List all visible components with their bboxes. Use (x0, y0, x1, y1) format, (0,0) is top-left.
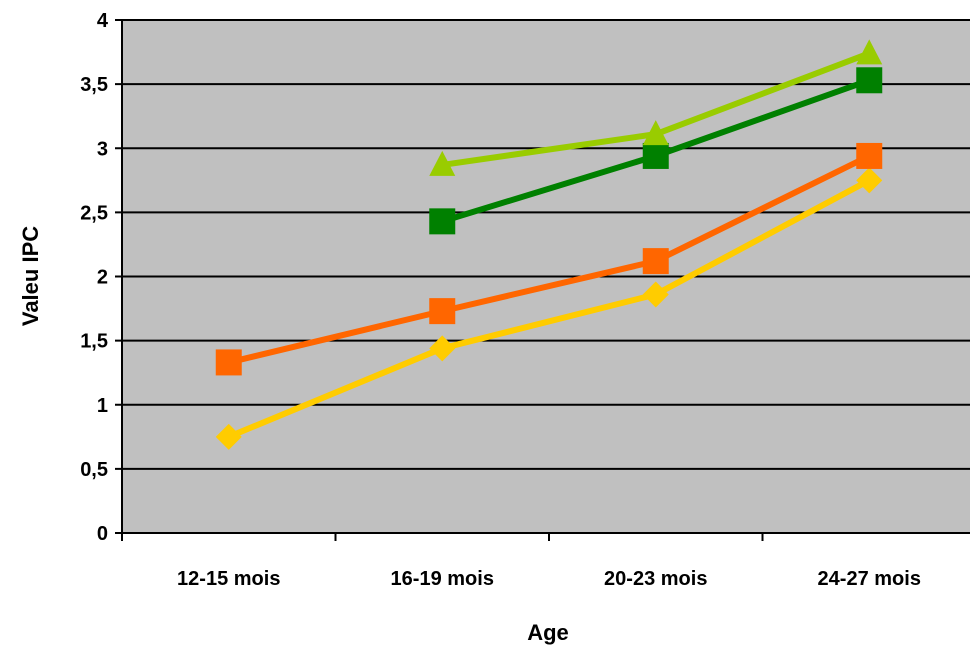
y-tick-label: 4 (97, 10, 109, 32)
x-tick-label: 20-23 mois (604, 568, 707, 590)
series-3-marker (642, 142, 669, 169)
series-2-marker (429, 298, 456, 325)
y-tick-labels: 0 0,5 1 1,5 2 2,5 3 3,5 4 (80, 10, 109, 545)
y-tick-label: 1,5 (80, 331, 108, 353)
y-tick-label: 1 (97, 395, 108, 417)
series-1-line (227, 177, 871, 440)
series-1-marker (215, 423, 242, 450)
y-tick-label: 2 (97, 267, 108, 289)
series-1-marker (642, 281, 669, 308)
series-group (215, 39, 883, 450)
y-axis-title: Valeu IPC (18, 226, 43, 326)
series-1-marker (429, 335, 456, 362)
series-3-marker (429, 208, 456, 235)
y-tick-label: 3,5 (80, 74, 108, 96)
series-4-marker (856, 39, 883, 65)
x-axis-title: Age (527, 620, 569, 645)
y-tick-label: 2,5 (80, 202, 108, 224)
series-4-marker (429, 150, 456, 176)
y-tick-label: 0 (97, 523, 108, 545)
series-4-marker (642, 120, 669, 146)
x-tick-label: 12-15 mois (177, 568, 280, 590)
series-2-marker (215, 349, 242, 376)
series-2-marker (856, 142, 883, 169)
x-tick-label: 16-19 mois (391, 568, 494, 590)
y-tick-label: 0,5 (80, 459, 108, 481)
series-1-marker (856, 167, 883, 194)
x-tick-label: 24-27 mois (818, 568, 921, 590)
series-2-line (228, 153, 871, 366)
x-tick-labels: 12-15 mois 16-19 mois 20-23 mois 24-27 mois (177, 568, 921, 590)
axes (115, 19, 970, 541)
series-2-marker (642, 248, 669, 275)
y-tick-label: 3 (97, 138, 108, 160)
series-3-marker (856, 67, 883, 94)
